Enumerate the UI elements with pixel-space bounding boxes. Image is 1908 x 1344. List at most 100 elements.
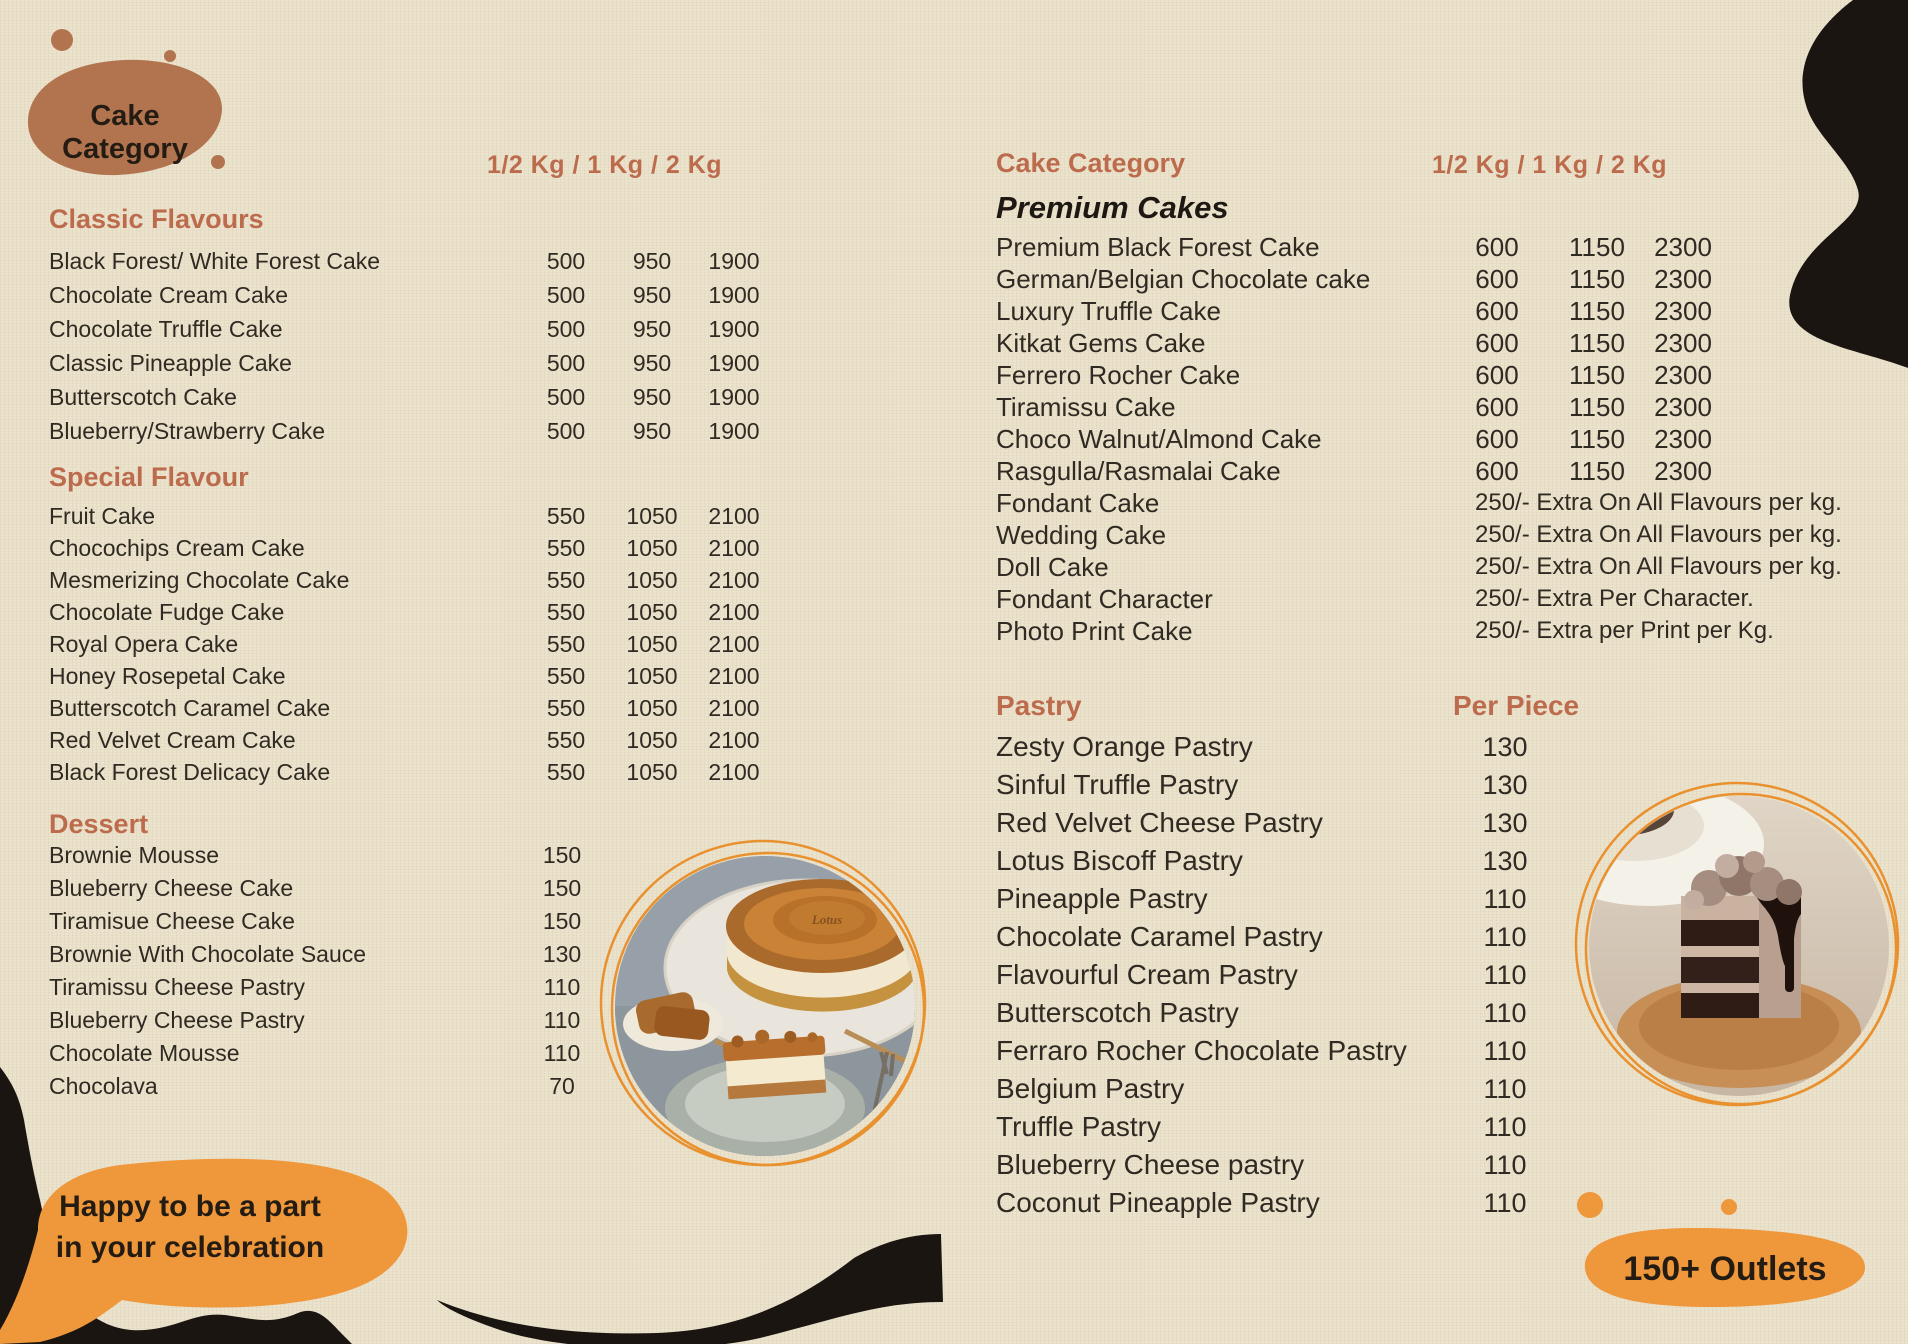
item-name: Pineapple Pastry bbox=[996, 883, 1208, 914]
item-price-note: 250/- Extra On All Flavours per kg. bbox=[1475, 521, 1842, 548]
item-price: 2300 bbox=[1654, 392, 1712, 422]
item-price: 500 bbox=[546, 350, 586, 376]
item-name: Luxury Truffle Cake bbox=[996, 296, 1221, 326]
menu-item-row: German/Belgian Chocolate cake 600 1150 2300 bbox=[996, 263, 1908, 295]
item-price: 550 bbox=[546, 631, 586, 657]
menu-item-row: Sinful Truffle Pastry 130 bbox=[996, 766, 1616, 804]
item-price: 500 bbox=[546, 384, 586, 410]
special-flavour-list: Fruit Cake 550 1050 2100 Chocochips Cream Ca… bbox=[49, 500, 789, 788]
menu-item-row: Choco Walnut/Almond Cake 600 1150 2300 bbox=[996, 423, 1908, 455]
lotus-cheesecake-illustration: Lotus bbox=[615, 856, 915, 1156]
item-price: 950 bbox=[632, 418, 672, 444]
section-title-dessert: Dessert bbox=[49, 809, 149, 839]
item-name: Brownie With Chocolate Sauce bbox=[49, 941, 367, 967]
item-name: Sinful Truffle Pastry bbox=[996, 769, 1239, 800]
item-name: Butterscotch Caramel Cake bbox=[49, 695, 331, 721]
item-price: 1150 bbox=[1569, 360, 1625, 390]
item-price: 550 bbox=[546, 599, 586, 625]
item-price: 1150 bbox=[1569, 424, 1625, 454]
menu-item-row: Fondant Cake 250/- Extra On All Flavours … bbox=[996, 487, 1908, 519]
item-price: 1050 bbox=[626, 599, 678, 625]
item-name: Kitkat Gems Cake bbox=[996, 328, 1206, 358]
menu-item-row: Lotus Biscoff Pastry 130 bbox=[996, 842, 1616, 880]
item-name: Blueberry Cheese Cake bbox=[49, 875, 294, 901]
brown-dot-1 bbox=[51, 29, 73, 51]
item-price: 1050 bbox=[626, 759, 678, 785]
item-name: Fondant Cake bbox=[996, 488, 1160, 518]
item-price: 1150 bbox=[1569, 456, 1625, 486]
classic-flavours-list: Black Forest/ White Forest Cake 500 950 190… bbox=[49, 244, 789, 448]
item-name: Tiramissu Cake bbox=[996, 392, 1176, 422]
orange-dot-small bbox=[1721, 1199, 1737, 1215]
menu-item-row: Royal Opera Cake 550 1050 2100 bbox=[49, 628, 789, 660]
menu-item-row: Black Forest Delicacy Cake 550 1050 2100 bbox=[49, 756, 789, 788]
right-size-header: 1/2 Kg / 1 Kg / 2 Kg bbox=[1432, 151, 1668, 179]
item-name: Chocolate Caramel Pastry bbox=[996, 921, 1323, 952]
menu-item-row: Pineapple Pastry 110 bbox=[996, 880, 1616, 918]
menu-item-row: Butterscotch Pastry 110 bbox=[996, 994, 1616, 1032]
menu-item-row: Red Velvet Cheese Pastry 130 bbox=[996, 804, 1616, 842]
item-price: 2300 bbox=[1654, 360, 1712, 390]
fork-icon bbox=[871, 1051, 895, 1119]
item-name: Chocolava bbox=[49, 1073, 158, 1099]
item-price: 600 bbox=[1475, 328, 1519, 358]
item-price: 1900 bbox=[708, 282, 760, 308]
item-price: 110 bbox=[1483, 1074, 1527, 1104]
item-price: 2300 bbox=[1654, 424, 1712, 454]
item-price: 2300 bbox=[1654, 328, 1712, 358]
item-price: 600 bbox=[1475, 456, 1519, 486]
item-price: 2100 bbox=[708, 535, 760, 561]
menu-item-row: Blueberry Cheese pastry 110 bbox=[996, 1146, 1616, 1184]
item-price: 1900 bbox=[708, 418, 760, 444]
item-price: 950 bbox=[632, 384, 672, 410]
menu-item-row: Wedding Cake 250/- Extra On All Flavours … bbox=[996, 519, 1908, 551]
item-name: Rasgulla/Rasmalai Cake bbox=[996, 456, 1281, 486]
menu-item-row: Red Velvet Cream Cake 550 1050 2100 bbox=[49, 724, 789, 756]
item-price: 550 bbox=[546, 535, 586, 561]
dessert-list: Brownie Mousse 150 Blueberry Cheese Cake 15… bbox=[49, 839, 649, 1103]
item-price: 600 bbox=[1475, 296, 1519, 326]
item-price: 110 bbox=[1483, 884, 1527, 914]
item-price: 70 bbox=[549, 1073, 575, 1099]
item-price: 950 bbox=[632, 316, 672, 342]
menu-item-row: Kitkat Gems Cake 600 1150 2300 bbox=[996, 327, 1908, 359]
item-name: Butterscotch Cake bbox=[49, 384, 237, 410]
item-name: Chocochips Cream Cake bbox=[49, 535, 305, 561]
item-price: 2300 bbox=[1654, 456, 1712, 486]
item-price: 1900 bbox=[708, 350, 760, 376]
item-name: Coconut Pineapple Pastry bbox=[996, 1187, 1320, 1218]
item-price: 150 bbox=[542, 908, 582, 934]
menu-item-row: Brownie Mousse 150 bbox=[49, 839, 649, 872]
menu-item-row: Blueberry Cheese Pastry 110 bbox=[49, 1004, 649, 1037]
item-price: 110 bbox=[1483, 960, 1527, 990]
item-name: Flavourful Cream Pastry bbox=[996, 959, 1298, 990]
item-price: 1050 bbox=[626, 695, 678, 721]
item-name: Tiramissu Cheese Pastry bbox=[49, 974, 306, 1000]
item-price-note: 250/- Extra On All Flavours per kg. bbox=[1475, 489, 1842, 516]
menu-item-row: Belgium Pastry 110 bbox=[996, 1070, 1616, 1108]
menu-item-row: Blueberry/Strawberry Cake 500 950 1900 bbox=[49, 414, 789, 448]
item-name: Tiramisue Cheese Cake bbox=[49, 908, 295, 934]
item-price: 1900 bbox=[708, 384, 760, 410]
biscuit-brand-text: Lotus bbox=[811, 912, 842, 927]
item-price: 1900 bbox=[708, 316, 760, 342]
menu-item-row: Fruit Cake 550 1050 2100 bbox=[49, 500, 789, 532]
section-title-classic: Classic Flavours bbox=[49, 204, 264, 234]
item-price: 500 bbox=[546, 316, 586, 342]
menu-item-row: Chocolate Cream Cake 500 950 1900 bbox=[49, 278, 789, 312]
item-name: Royal Opera Cake bbox=[49, 631, 239, 657]
item-price: 110 bbox=[543, 1007, 581, 1033]
item-price: 500 bbox=[546, 282, 586, 308]
item-name: Photo Print Cake bbox=[996, 616, 1193, 646]
item-price: 110 bbox=[1483, 1150, 1527, 1180]
item-price: 2100 bbox=[708, 663, 760, 689]
item-name: Chocolate Mousse bbox=[49, 1040, 240, 1066]
item-price: 110 bbox=[543, 1040, 581, 1066]
item-price: 1150 bbox=[1569, 296, 1625, 326]
item-name: Blueberry Cheese Pastry bbox=[49, 1007, 305, 1033]
right-category-header: Cake Category bbox=[996, 148, 1186, 178]
item-price-note: 250/- Extra per Print per Kg. bbox=[1475, 617, 1774, 644]
chocolate-pastry-photo bbox=[1589, 796, 1889, 1096]
menu-item-row: Chocolava 70 bbox=[49, 1070, 649, 1103]
